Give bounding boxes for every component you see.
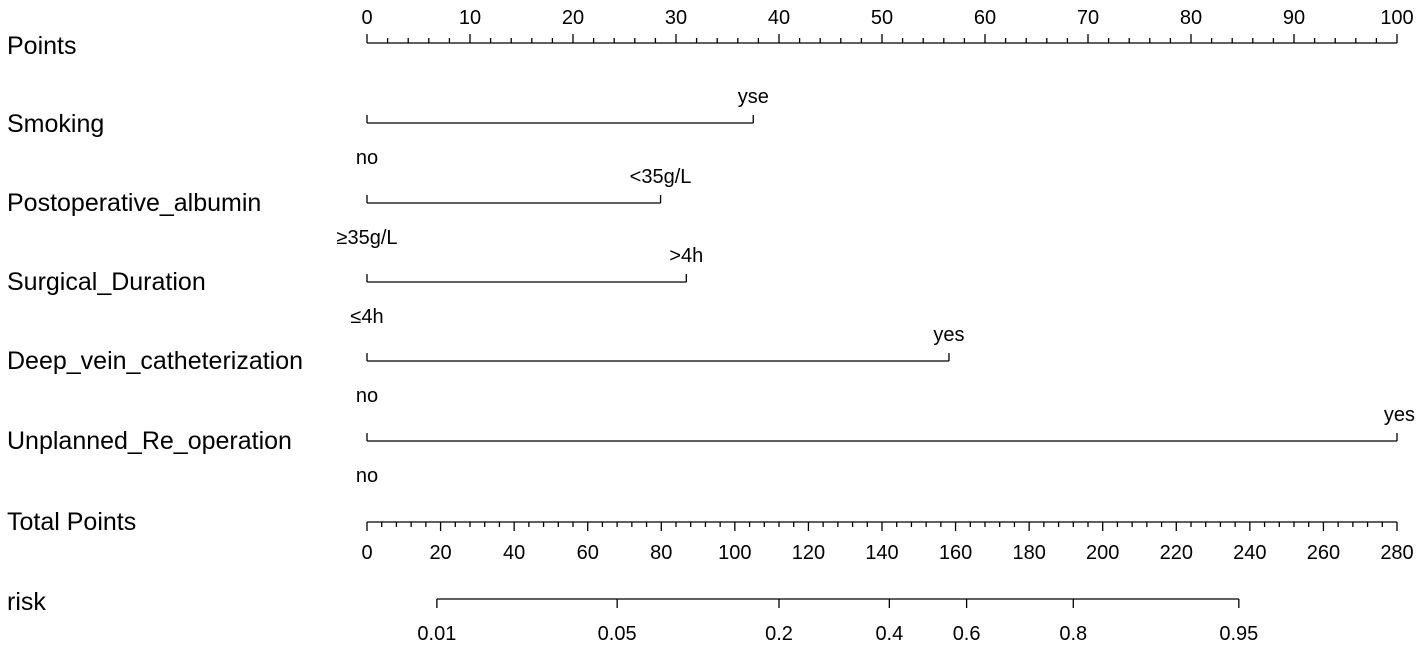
variable-level-label: no bbox=[356, 147, 378, 169]
total-points-tick-label: 280 bbox=[1380, 542, 1413, 564]
points-tick-label: 70 bbox=[1077, 7, 1099, 29]
variable-level-label: >4h bbox=[669, 245, 703, 267]
variable-level-label: yes bbox=[1384, 404, 1415, 426]
points-tick-label: 100 bbox=[1380, 7, 1413, 29]
points-tick-label: 30 bbox=[665, 7, 687, 29]
risk-tick-label: 0.6 bbox=[953, 623, 981, 645]
variable-label-deep-vein-catheterization: Deep_vein_catheterization bbox=[7, 347, 303, 375]
points-tick-label: 50 bbox=[871, 7, 893, 29]
variable-level-label: yse bbox=[738, 86, 769, 108]
variable-label-unplanned-re-operation: Unplanned_Re_operation bbox=[7, 427, 292, 455]
points-tick-label: 90 bbox=[1283, 7, 1305, 29]
risk-tick-label: 0.8 bbox=[1059, 623, 1087, 645]
total-points-tick-label: 260 bbox=[1307, 542, 1340, 564]
points-tick-label: 0 bbox=[361, 7, 372, 29]
total-points-tick-label: 100 bbox=[718, 542, 751, 564]
variable-level-label: <35g/L bbox=[630, 166, 692, 188]
variable-level-label: no bbox=[356, 465, 378, 487]
total-points-tick-label: 20 bbox=[429, 542, 451, 564]
chart-marks: 0 10 20 30 40 50 60 70 80 90 100 no yse ≥35g/L <35g/L ≤… bbox=[336, 7, 1415, 645]
points-tick-label: 10 bbox=[459, 7, 481, 29]
total-points-tick-label: 0 bbox=[361, 542, 372, 564]
variable-level-label: yes bbox=[933, 324, 964, 346]
risk-tick-label: 0.2 bbox=[765, 623, 793, 645]
points-axis-label: Points bbox=[7, 32, 76, 60]
total-points-tick-label: 200 bbox=[1086, 542, 1119, 564]
risk-tick-label: 0.05 bbox=[598, 623, 637, 645]
points-tick-label: 20 bbox=[562, 7, 584, 29]
variable-label-smoking: Smoking bbox=[7, 110, 104, 138]
total-points-tick-label: 40 bbox=[503, 542, 525, 564]
row-labels: Points Smoking Postoperative_albumin Sur… bbox=[7, 32, 303, 616]
total-points-tick-label: 240 bbox=[1233, 542, 1266, 564]
points-tick-label: 40 bbox=[768, 7, 790, 29]
variable-level-label: ≤4h bbox=[350, 306, 383, 328]
total-points-tick-label: 160 bbox=[939, 542, 972, 564]
variable-level-label: ≥35g/L bbox=[336, 227, 397, 249]
total-points-tick-label: 60 bbox=[577, 542, 599, 564]
total-points-tick-label: 120 bbox=[792, 542, 825, 564]
risk-tick-label: 0.4 bbox=[875, 623, 903, 645]
variable-label-surgical-duration: Surgical_Duration bbox=[7, 268, 206, 296]
total-points-tick-label: 140 bbox=[865, 542, 898, 564]
points-tick-label: 80 bbox=[1180, 7, 1202, 29]
variable-level-label: no bbox=[356, 385, 378, 407]
total-points-axis-label: Total Points bbox=[7, 508, 136, 536]
points-tick-label: 60 bbox=[974, 7, 996, 29]
total-points-tick-label: 80 bbox=[650, 542, 672, 564]
variable-label-postoperative-albumin: Postoperative_albumin bbox=[7, 189, 261, 217]
total-points-tick-label: 220 bbox=[1160, 542, 1193, 564]
risk-axis-label: risk bbox=[7, 588, 46, 616]
total-points-tick-label: 180 bbox=[1012, 542, 1045, 564]
risk-tick-label: 0.01 bbox=[417, 623, 456, 645]
risk-tick-label: 0.95 bbox=[1219, 623, 1258, 645]
